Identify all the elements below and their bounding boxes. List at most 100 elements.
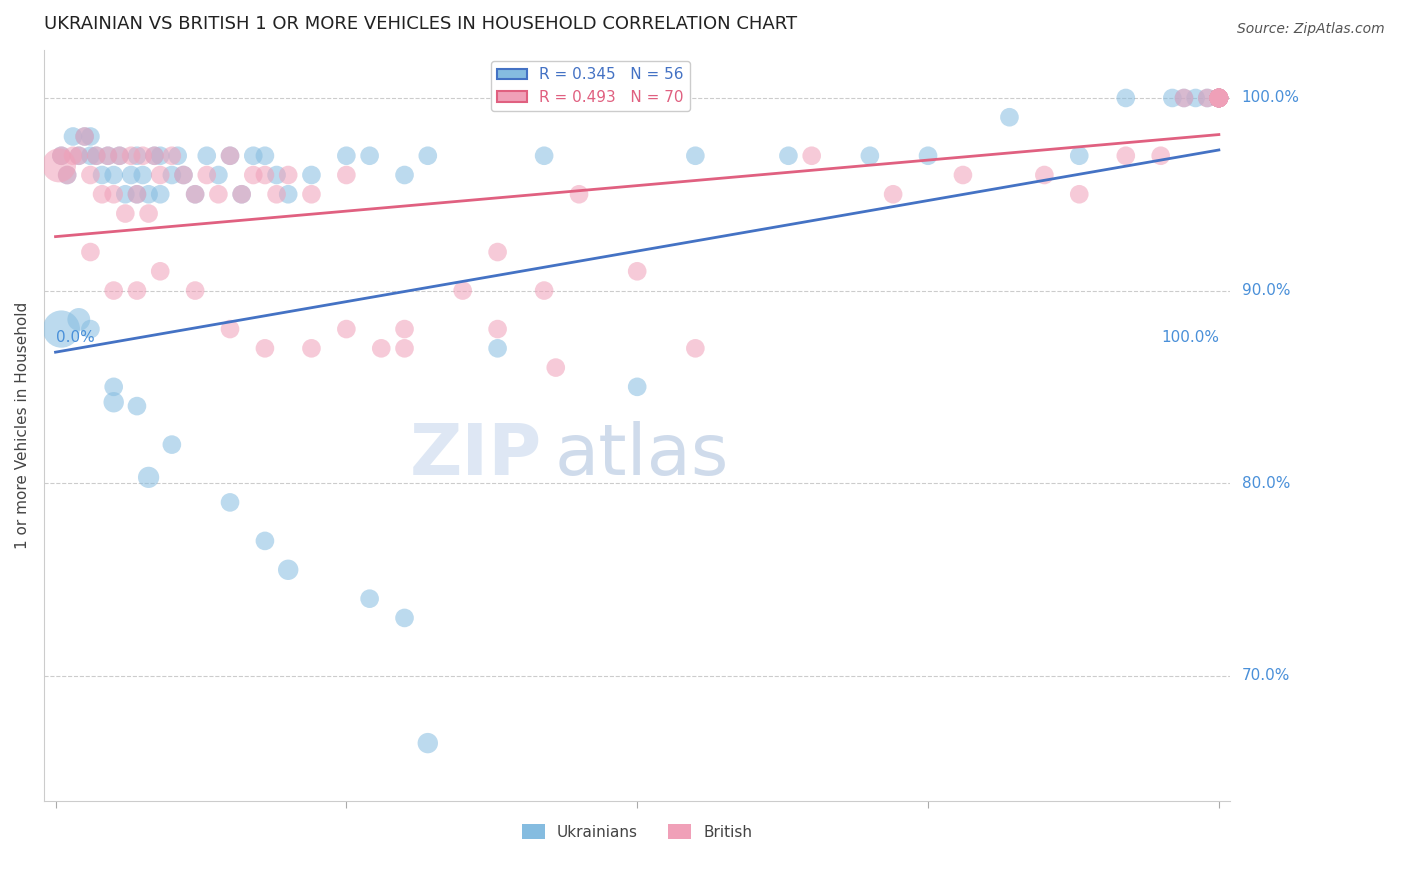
Point (1208, 91, 1230, 105)
Point (1150, 149, 1173, 163)
Point (1208, 91, 1230, 105)
Point (416, 149, 439, 163)
Point (533, 284, 555, 298)
Point (231, 187, 253, 202)
Point (1208, 91, 1230, 105)
Text: ZIP: ZIP (411, 421, 543, 490)
Point (219, 149, 242, 163)
Point (277, 168, 299, 182)
Point (195, 149, 218, 163)
Point (160, 149, 183, 163)
Point (486, 342, 509, 356)
Text: 0.0%: 0.0% (55, 330, 94, 345)
Point (173, 168, 195, 182)
Point (1173, 91, 1195, 105)
Point (84, 149, 107, 163)
Point (79, 245, 101, 260)
Point (84, 149, 107, 163)
Point (103, 395, 125, 409)
Point (1208, 91, 1230, 105)
Point (1208, 91, 1230, 105)
Point (108, 149, 131, 163)
Point (125, 149, 148, 163)
Point (253, 149, 276, 163)
Point (67, 149, 90, 163)
Point (114, 206, 136, 220)
Point (301, 342, 323, 356)
Point (242, 149, 264, 163)
Point (184, 284, 207, 298)
Point (149, 187, 172, 202)
Point (952, 168, 974, 182)
Point (1208, 91, 1230, 105)
Point (1184, 91, 1206, 105)
Point (1208, 91, 1230, 105)
Point (533, 149, 555, 163)
Point (125, 284, 148, 298)
Point (1208, 91, 1230, 105)
Point (626, 264, 648, 278)
Point (1033, 168, 1056, 182)
Point (79, 168, 101, 182)
Point (184, 187, 207, 202)
Point (359, 149, 381, 163)
Point (125, 399, 148, 413)
Point (266, 168, 288, 182)
Point (149, 168, 172, 182)
Point (301, 168, 323, 182)
Point (219, 149, 242, 163)
Point (1208, 91, 1230, 105)
Point (207, 168, 229, 182)
Point (1208, 91, 1230, 105)
Point (1208, 91, 1230, 105)
Point (143, 149, 166, 163)
Point (253, 342, 276, 356)
Point (1208, 91, 1230, 105)
Point (277, 563, 299, 577)
Point (138, 187, 160, 202)
Point (335, 168, 357, 182)
Point (1069, 187, 1091, 202)
Point (51, 149, 73, 163)
Point (370, 342, 392, 356)
Point (51, 322, 73, 336)
Point (103, 187, 125, 202)
Text: 80.0%: 80.0% (1241, 475, 1289, 491)
Point (1208, 91, 1230, 105)
Point (125, 187, 148, 202)
Legend: Ukrainians, British: Ukrainians, British (516, 818, 759, 846)
Point (56, 168, 79, 182)
Y-axis label: 1 or more Vehicles in Household: 1 or more Vehicles in Household (15, 301, 30, 549)
Point (103, 380, 125, 394)
Point (626, 380, 648, 394)
Point (1173, 91, 1195, 105)
Point (416, 736, 439, 750)
Point (544, 360, 567, 375)
Point (859, 149, 882, 163)
Point (132, 149, 155, 163)
Text: UKRAINIAN VS BRITISH 1 OR MORE VEHICLES IN HOUSEHOLD CORRELATION CHART: UKRAINIAN VS BRITISH 1 OR MORE VEHICLES … (44, 15, 797, 33)
Point (451, 284, 474, 298)
Point (103, 284, 125, 298)
Point (67, 149, 90, 163)
Point (394, 322, 416, 336)
Point (253, 533, 276, 548)
Point (394, 342, 416, 356)
Point (1208, 91, 1230, 105)
Point (1161, 91, 1184, 105)
Point (149, 149, 172, 163)
Point (207, 187, 229, 202)
Point (73, 129, 96, 144)
Point (266, 187, 288, 202)
Point (335, 149, 357, 163)
Point (394, 611, 416, 625)
Point (62, 129, 84, 144)
Point (125, 187, 148, 202)
Point (56, 168, 79, 182)
Point (486, 322, 509, 336)
Point (998, 110, 1021, 124)
Point (120, 168, 142, 182)
Point (486, 245, 509, 260)
Text: Source: ZipAtlas.com: Source: ZipAtlas.com (1237, 22, 1385, 37)
Point (79, 129, 101, 144)
